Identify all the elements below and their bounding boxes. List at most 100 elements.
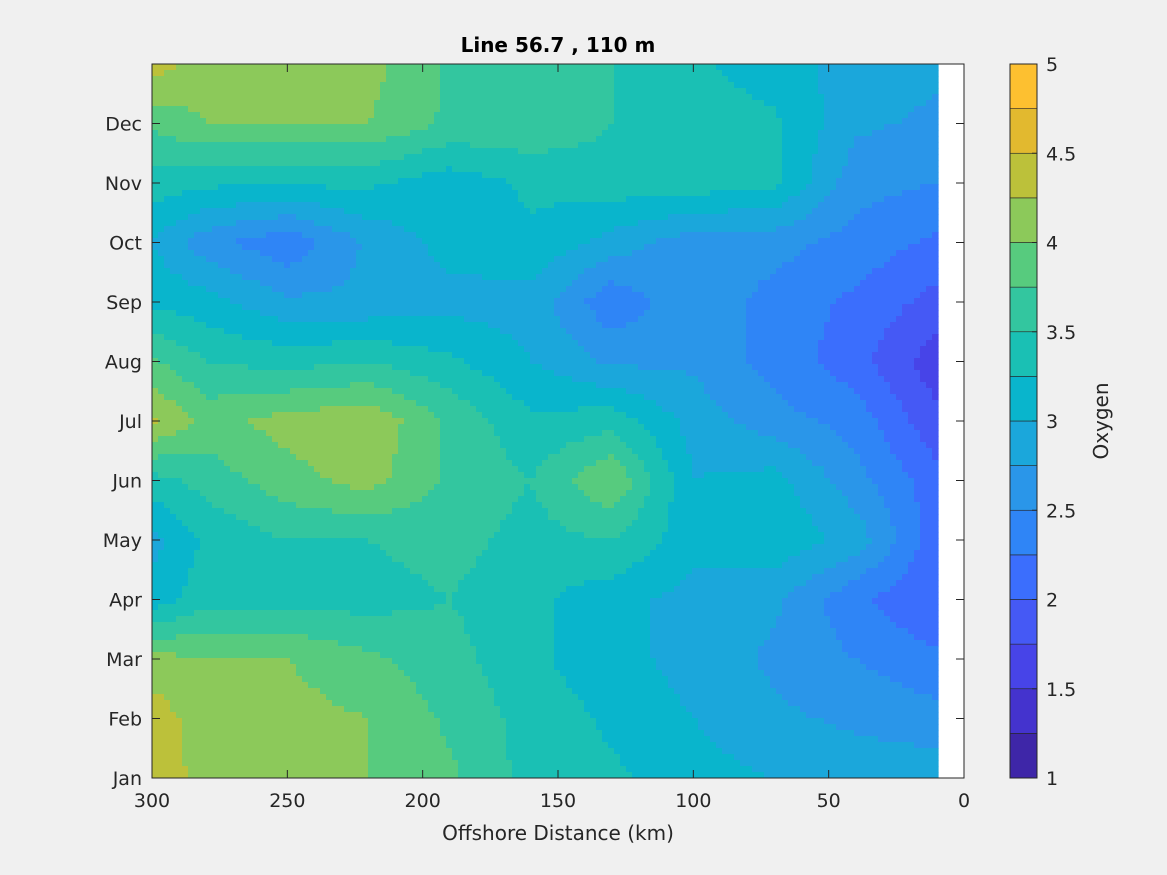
contour-cell: [170, 160, 177, 167]
contour-cell: [230, 118, 237, 125]
contour-cell: [818, 112, 825, 119]
contour-cell: [692, 220, 699, 227]
contour-cell: [464, 250, 471, 257]
contour-cell: [686, 196, 693, 203]
contour-cell: [236, 274, 243, 281]
contour-cell: [812, 160, 819, 167]
contour-cell: [488, 244, 495, 251]
contour-cell: [530, 196, 537, 203]
contour-cell: [854, 214, 861, 221]
contour-cell: [608, 94, 615, 101]
contour-cell: [458, 286, 465, 293]
contour-cell: [680, 88, 687, 95]
contour-cell: [518, 172, 525, 179]
contour-cell: [500, 130, 507, 137]
contour-cell: [248, 178, 255, 185]
contour-cell: [500, 94, 507, 101]
contour-cell: [902, 256, 909, 263]
contour-cell: [926, 118, 933, 125]
contour-cell: [764, 130, 771, 137]
contour-cell: [476, 82, 483, 89]
contour-cell: [284, 286, 291, 293]
contour-cell: [728, 250, 735, 257]
contour-cell: [584, 82, 591, 89]
contour-cell: [260, 124, 267, 131]
contour-cell: [650, 124, 657, 131]
contour-cell: [650, 232, 657, 239]
contour-cell: [830, 268, 837, 275]
contour-cell: [500, 262, 507, 269]
contour-cell: [296, 166, 303, 173]
contour-cell: [326, 184, 333, 191]
contour-cell: [704, 100, 711, 107]
contour-cell: [380, 70, 387, 77]
contour-cell: [320, 64, 327, 71]
contour-cell: [368, 70, 375, 77]
contour-cell: [692, 70, 699, 77]
contour-cell: [824, 76, 831, 83]
contour-cell: [824, 178, 831, 185]
contour-cell: [212, 64, 219, 71]
contour-cell: [386, 94, 393, 101]
contour-cell: [812, 226, 819, 233]
contour-cell: [260, 220, 267, 227]
contour-cell: [788, 286, 795, 293]
contour-cell: [308, 76, 315, 83]
contour-cell: [476, 256, 483, 263]
contour-cell: [350, 136, 357, 143]
contour-cell: [692, 232, 699, 239]
contour-cell: [650, 214, 657, 221]
contour-cell: [890, 82, 897, 89]
contour-cell: [812, 112, 819, 119]
contour-cell: [764, 232, 771, 239]
contour-cell: [482, 142, 489, 149]
contour-cell: [824, 184, 831, 191]
contour-cell: [662, 208, 669, 215]
contour-cell: [728, 244, 735, 251]
contour-cell: [212, 274, 219, 281]
contour-cell: [698, 184, 705, 191]
contour-cell: [398, 256, 405, 263]
contour-cell: [476, 184, 483, 191]
contour-cell: [434, 154, 441, 161]
contour-cell: [326, 154, 333, 161]
contour-cell: [716, 274, 723, 281]
contour-cell: [170, 178, 177, 185]
contour-cell: [812, 76, 819, 83]
contour-cell: [284, 88, 291, 95]
contour-cell: [476, 226, 483, 233]
contour-cell: [644, 280, 651, 287]
contour-cell: [764, 76, 771, 83]
contour-cell: [572, 154, 579, 161]
contour-cell: [476, 106, 483, 113]
contour-cell: [320, 154, 327, 161]
contour-cell: [932, 166, 939, 173]
contour-cell: [590, 226, 597, 233]
contour-cell: [494, 286, 501, 293]
contour-cell: [302, 82, 309, 89]
contour-cell: [152, 76, 159, 83]
contour-cell: [158, 184, 165, 191]
contour-cell: [524, 226, 531, 233]
contour-cell: [680, 76, 687, 83]
contour-cell: [338, 94, 345, 101]
contour-cell: [854, 220, 861, 227]
contour-cell: [530, 220, 537, 227]
contour-cell: [644, 130, 651, 137]
contour-cell: [368, 214, 375, 221]
contour-cell: [272, 118, 279, 125]
contour-cell: [764, 64, 771, 71]
contour-cell: [206, 112, 213, 119]
contour-cell: [710, 220, 717, 227]
contour-cell: [512, 244, 519, 251]
contour-cell: [926, 256, 933, 263]
contour-cell: [578, 166, 585, 173]
contour-cell: [548, 148, 555, 155]
contour-cell: [350, 262, 357, 269]
contour-cell: [734, 172, 741, 179]
contour-cell: [572, 208, 579, 215]
contour-cell: [410, 232, 417, 239]
contour-cell: [362, 70, 369, 77]
contour-cell: [554, 274, 561, 281]
contour-cell: [338, 256, 345, 263]
